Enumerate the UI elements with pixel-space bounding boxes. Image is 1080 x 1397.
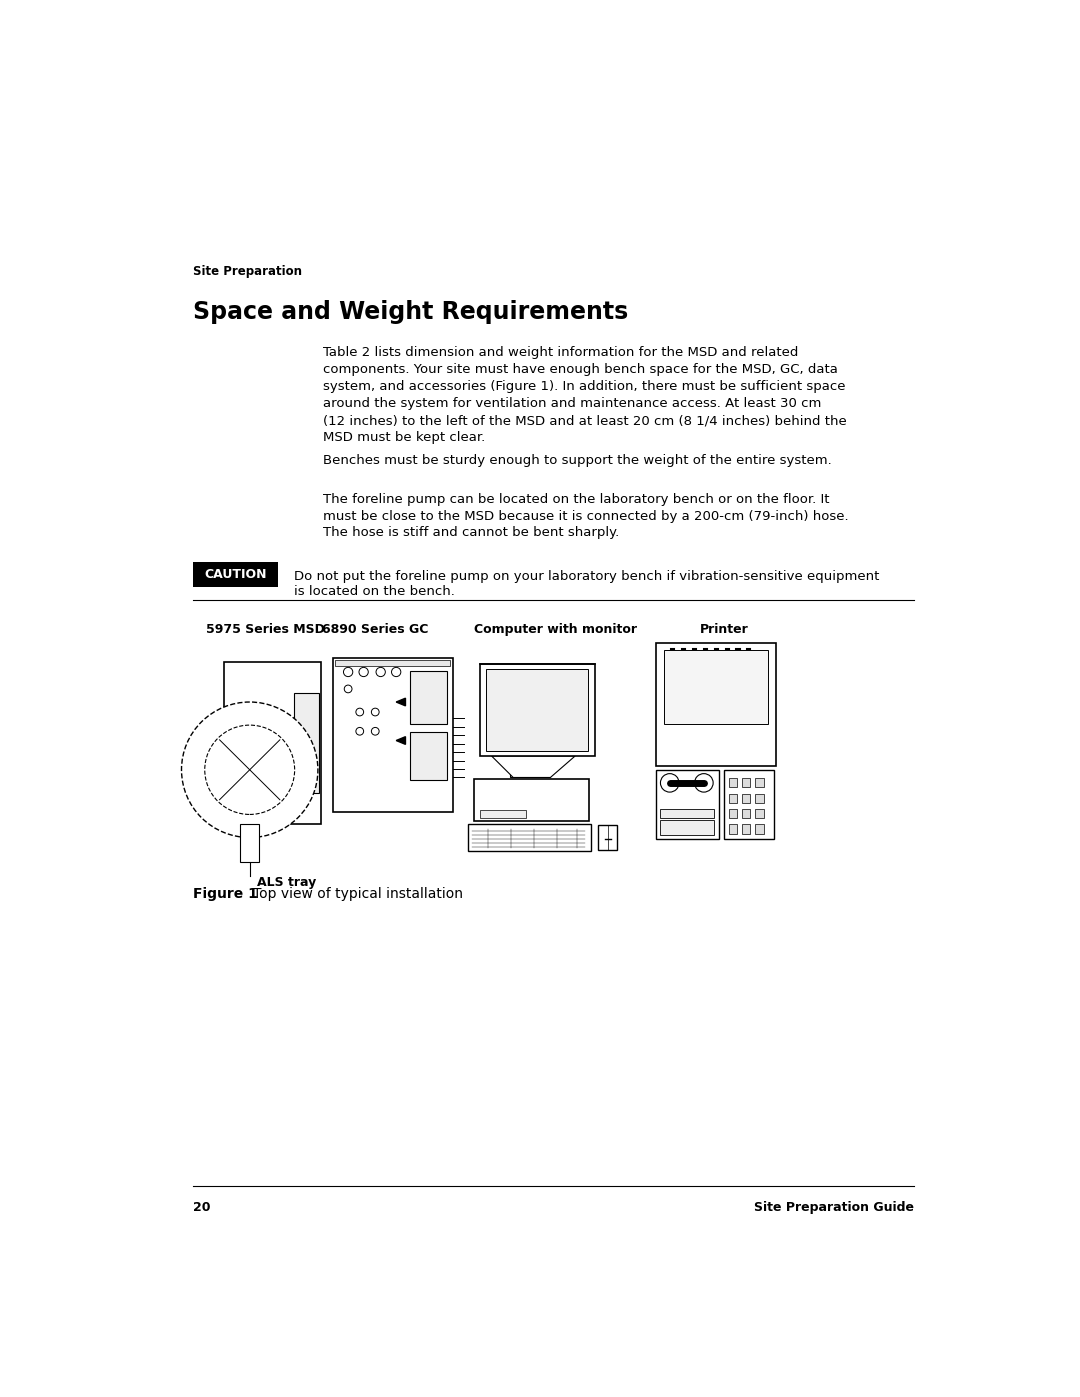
Text: Space and Weight Requirements: Space and Weight Requirements: [193, 300, 629, 324]
Circle shape: [392, 668, 401, 676]
Text: 6890 Series GC: 6890 Series GC: [322, 623, 429, 637]
Bar: [729, 824, 738, 834]
Text: Printer: Printer: [700, 623, 748, 637]
Circle shape: [345, 685, 352, 693]
Bar: [480, 810, 526, 817]
Bar: [193, 562, 279, 587]
Bar: [755, 809, 764, 819]
Text: Figure 1: Figure 1: [193, 887, 258, 901]
Bar: [480, 664, 595, 756]
Text: Benches must be sturdy enough to support the weight of the entire system.: Benches must be sturdy enough to support…: [323, 454, 832, 467]
Bar: [469, 824, 591, 851]
Bar: [410, 732, 447, 780]
Bar: [755, 824, 764, 834]
Text: components. Your site must have enough bench space for the MSD, GC, data: components. Your site must have enough b…: [323, 363, 838, 376]
Text: Site Preparation Guide: Site Preparation Guide: [754, 1201, 914, 1214]
Bar: [241, 824, 259, 862]
Bar: [510, 756, 551, 778]
Text: around the system for ventilation and maintenance access. At least 30 cm: around the system for ventilation and ma…: [323, 397, 822, 411]
Bar: [742, 793, 751, 803]
Text: is located on the bench.: is located on the bench.: [294, 585, 455, 598]
Circle shape: [661, 774, 679, 792]
Bar: [724, 770, 774, 840]
Text: Top view of typical installation: Top view of typical installation: [253, 887, 463, 901]
Bar: [410, 671, 447, 724]
Bar: [742, 778, 751, 788]
Bar: [656, 770, 719, 840]
Text: Computer with monitor: Computer with monitor: [474, 623, 637, 637]
Bar: [598, 826, 617, 849]
Circle shape: [356, 708, 364, 715]
Circle shape: [376, 668, 386, 676]
Bar: [656, 643, 775, 766]
Bar: [663, 651, 768, 724]
Text: Table 2 lists dimension and weight information for the MSD and related: Table 2 lists dimension and weight infor…: [323, 346, 799, 359]
Text: Site Preparation: Site Preparation: [193, 265, 302, 278]
Text: MSD must be kept clear.: MSD must be kept clear.: [323, 432, 486, 444]
Bar: [729, 778, 738, 788]
Bar: [742, 824, 751, 834]
Bar: [660, 809, 714, 819]
Bar: [294, 693, 319, 793]
Circle shape: [181, 703, 318, 838]
Polygon shape: [396, 698, 405, 705]
Circle shape: [372, 708, 379, 715]
Text: The foreline pump can be located on the laboratory bench or on the floor. It: The foreline pump can be located on the …: [323, 493, 829, 506]
Text: 5975 Series MSD: 5975 Series MSD: [206, 623, 325, 637]
Bar: [755, 793, 764, 803]
Text: The hose is stiff and cannot be bent sharply.: The hose is stiff and cannot be bent sha…: [323, 527, 620, 539]
Text: must be close to the MSD because it is connected by a 200-cm (79-inch) hose.: must be close to the MSD because it is c…: [323, 510, 849, 522]
Circle shape: [205, 725, 295, 814]
Circle shape: [359, 668, 368, 676]
Text: system, and accessories (Figure 1). In addition, there must be sufficient space: system, and accessories (Figure 1). In a…: [323, 380, 846, 393]
Bar: [729, 809, 738, 819]
Text: Do not put the foreline pump on your laboratory bench if vibration-sensitive equ: Do not put the foreline pump on your lab…: [294, 570, 879, 583]
Bar: [225, 662, 321, 824]
Bar: [729, 793, 738, 803]
Circle shape: [356, 728, 364, 735]
Text: 20: 20: [193, 1201, 211, 1214]
Circle shape: [343, 668, 353, 676]
Text: CAUTION: CAUTION: [204, 567, 267, 581]
Bar: [474, 780, 590, 821]
Polygon shape: [491, 756, 576, 778]
Bar: [755, 778, 764, 788]
Bar: [660, 820, 714, 835]
Bar: [335, 659, 450, 666]
Bar: [742, 809, 751, 819]
Circle shape: [372, 728, 379, 735]
Text: (12 inches) to the left of the MSD and at least 20 cm (8 1/4 inches) behind the: (12 inches) to the left of the MSD and a…: [323, 414, 847, 427]
Bar: [486, 669, 589, 750]
Circle shape: [694, 774, 713, 792]
Bar: [333, 658, 453, 812]
Text: ALS tray: ALS tray: [257, 876, 316, 888]
Polygon shape: [396, 736, 405, 745]
